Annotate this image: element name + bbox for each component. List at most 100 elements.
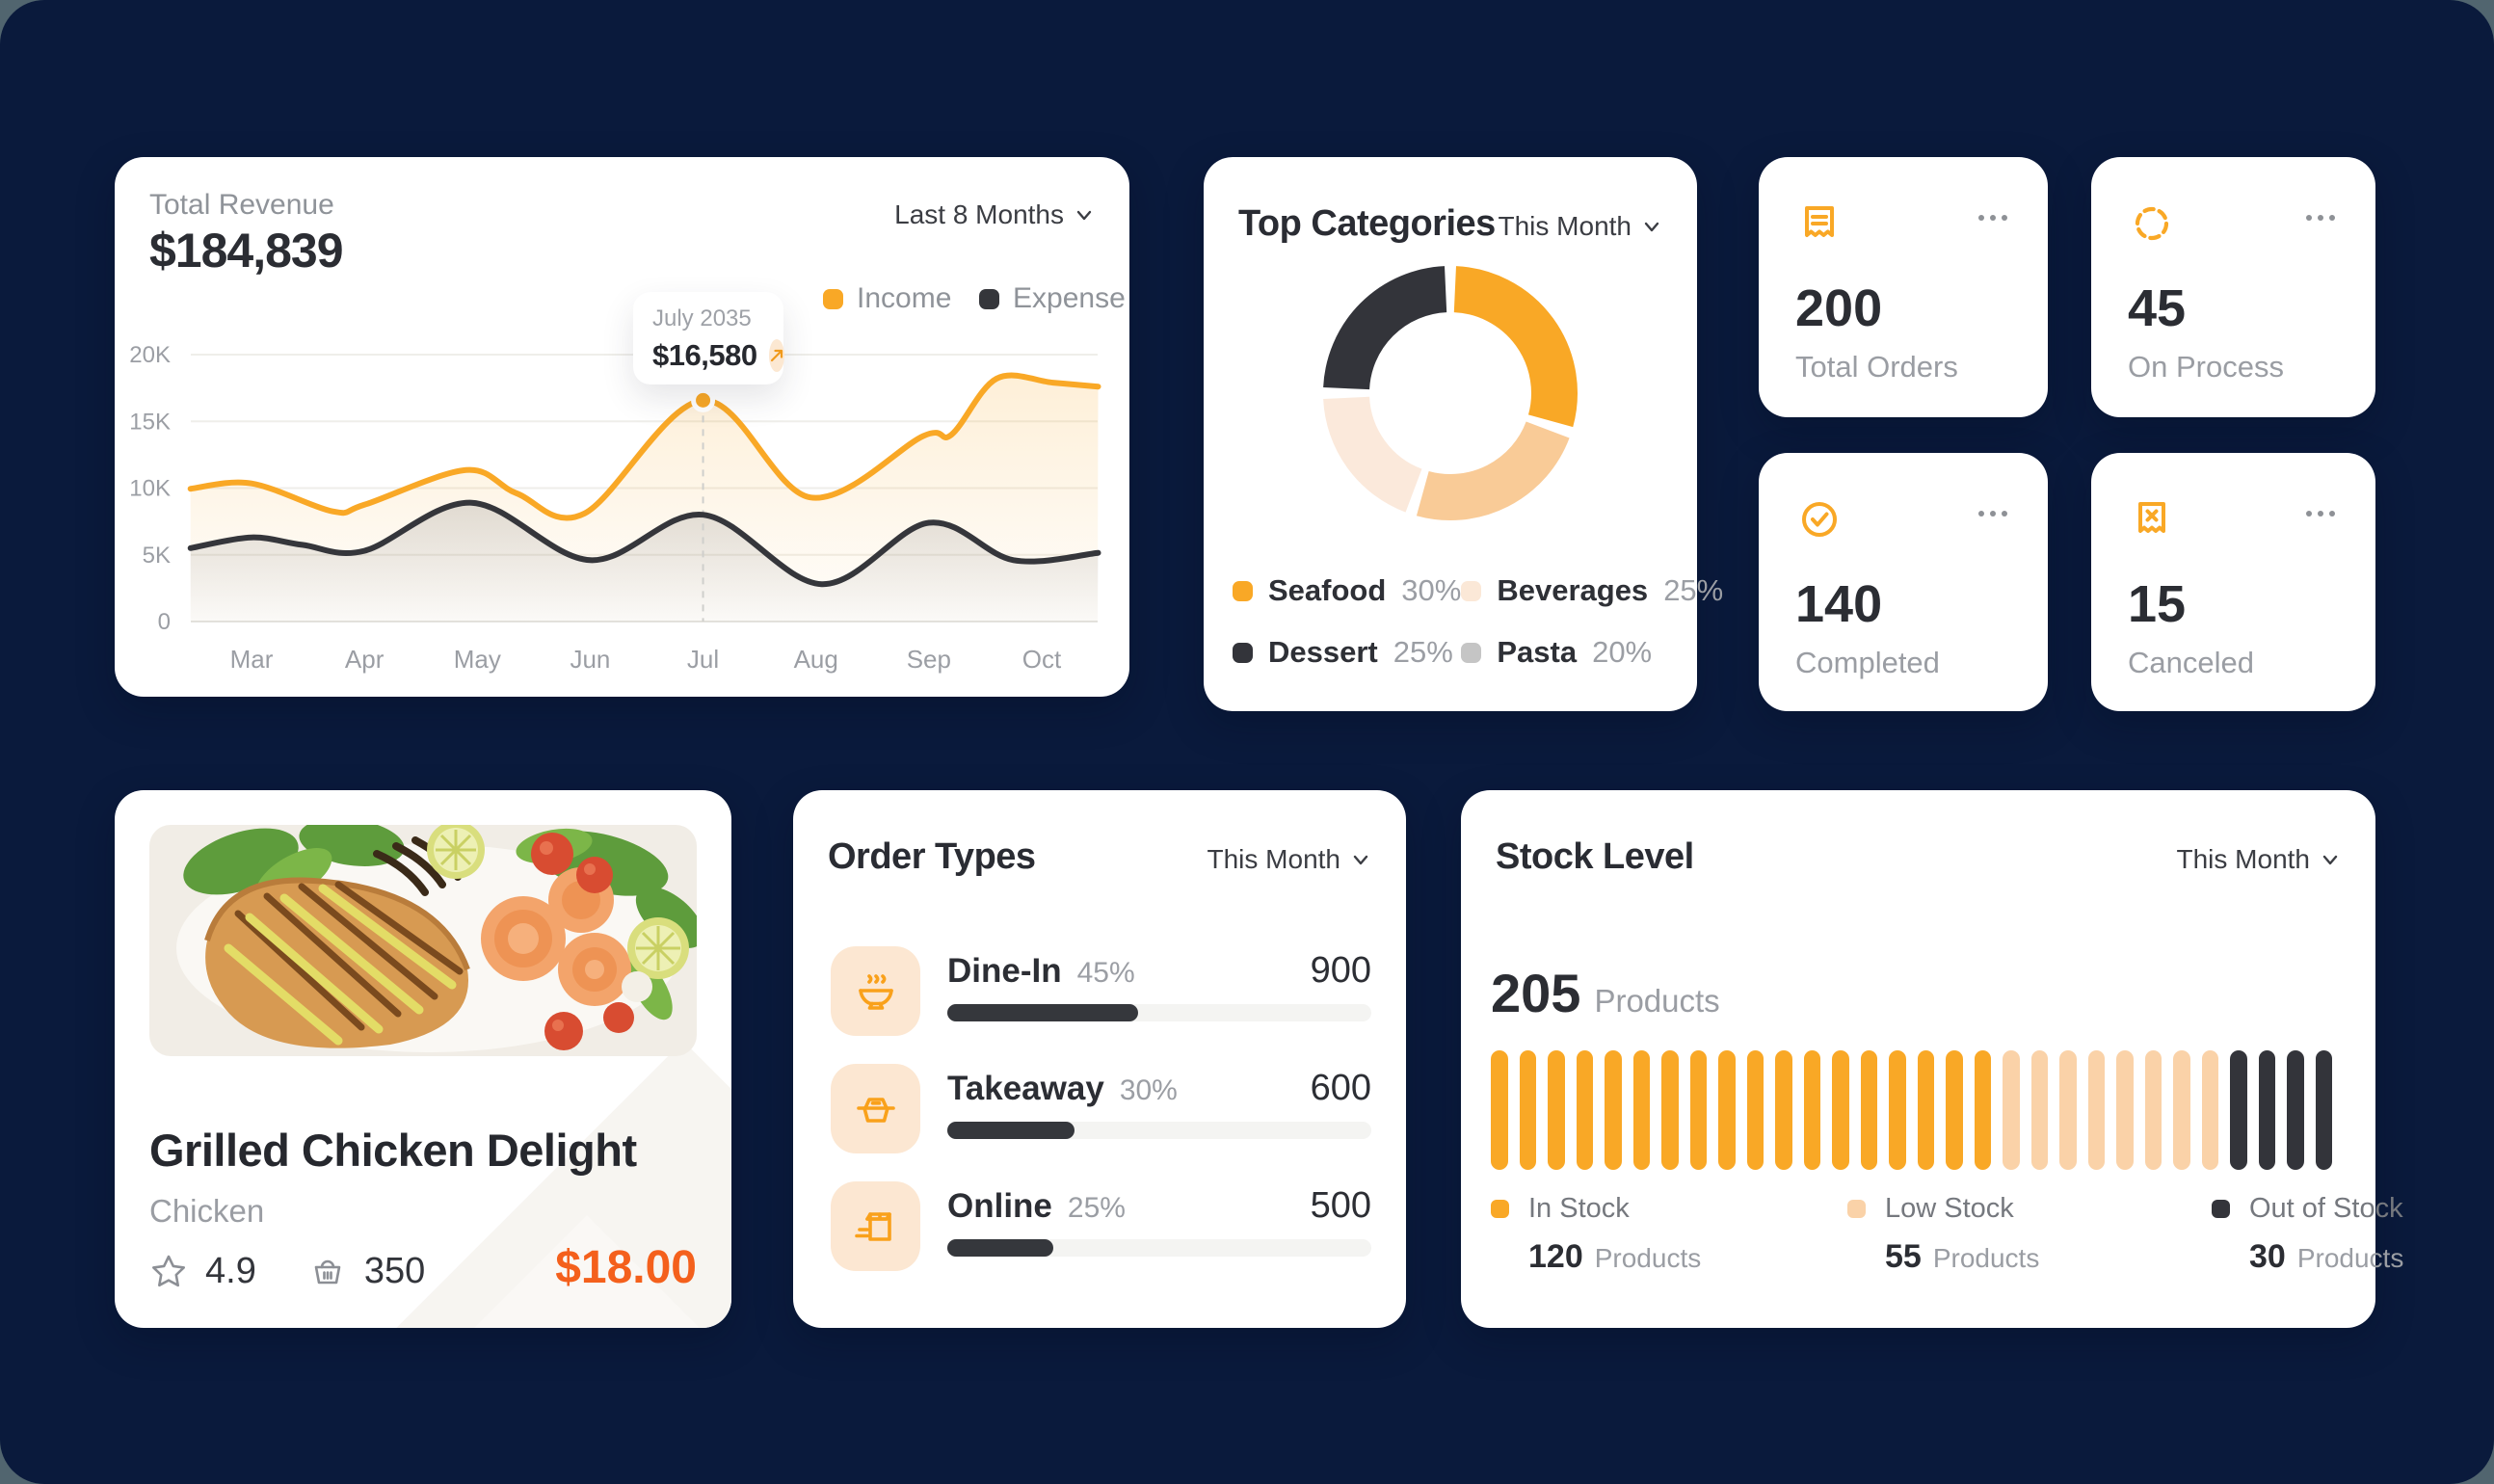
delivery-box-icon	[831, 1181, 920, 1271]
completed-card: 140 Completed	[1759, 453, 2048, 711]
dashed-circle-icon	[2130, 201, 2174, 246]
stock-bar	[2173, 1050, 2190, 1170]
progress-track	[947, 1239, 1371, 1257]
stock-total-unit: Products	[1594, 983, 1720, 1019]
low-stock-swatch	[1847, 1200, 1866, 1218]
progress-fill	[947, 1122, 1075, 1139]
in-stock-swatch	[1491, 1200, 1509, 1218]
legend-out-of-stock: Out of Stock 30 Products	[2212, 1193, 2403, 1276]
stock-range-dropdown[interactable]: This Month	[2177, 844, 2342, 875]
order-type-value: 600	[1310, 1068, 1371, 1108]
stat-label: On Process	[2128, 350, 2284, 384]
chevron-down-icon	[2322, 855, 2338, 865]
categories-title: Top Categories	[1238, 203, 1496, 244]
svg-text:0: 0	[158, 609, 171, 635]
svg-text:Mar: Mar	[230, 645, 274, 674]
stat-value: 15	[2128, 575, 2187, 633]
progress-track	[947, 1122, 1371, 1139]
top-categories-card: Top Categories This Month Seafood 30% Be…	[1204, 157, 1723, 711]
legend-in-stock: In Stock 120 Products	[1491, 1193, 1701, 1276]
svg-text:May: May	[454, 645, 501, 674]
stat-label: Completed	[1795, 646, 1940, 679]
stock-bar	[1946, 1050, 1963, 1170]
card-menu-button[interactable]	[1978, 215, 2007, 221]
receipt-icon	[1797, 201, 1842, 246]
legend-low-stock: Low Stock 55 Products	[1847, 1193, 2039, 1276]
stock-level-card: Stock Level This Month 205 Products In S…	[1461, 790, 2403, 1328]
receipt-x-icon	[2130, 497, 2174, 542]
product-card: Grilled Chicken Delight Chicken 4.9 350 …	[115, 790, 731, 1328]
stock-capsule-chart	[1491, 1050, 2332, 1170]
stat-label: Total Orders	[1795, 350, 1958, 384]
product-price: $18.00	[555, 1242, 697, 1293]
check-circle-icon	[1797, 497, 1842, 542]
trend-up-icon	[768, 339, 784, 372]
tooltip-date: July 2035	[652, 305, 752, 331]
progress-fill	[947, 1004, 1138, 1021]
stock-bar	[2116, 1050, 2134, 1170]
on-process-card: 45 On Process	[2091, 157, 2375, 417]
svg-text:5K: 5K	[143, 543, 171, 569]
stock-bar	[1576, 1050, 1593, 1170]
order-type-pct: 45%	[1076, 957, 1135, 989]
order-type-value: 900	[1310, 950, 1371, 991]
total-orders-card: 200 Total Orders	[1759, 157, 2048, 417]
stock-bar	[2258, 1050, 2275, 1170]
stock-bar	[2059, 1050, 2077, 1170]
stat-label: Canceled	[2128, 646, 2254, 679]
card-menu-button[interactable]	[2306, 215, 2335, 221]
stat-value: 140	[1795, 575, 1883, 633]
order-types-range-dropdown[interactable]: This Month	[1207, 844, 1372, 875]
svg-text:Jun: Jun	[570, 645, 610, 674]
product-photo	[149, 825, 697, 1056]
stock-bar	[1491, 1050, 1508, 1170]
progress-fill	[947, 1239, 1053, 1257]
legend-item-seafood: Seafood 30%	[1233, 573, 1461, 608]
svg-text:Sep: Sep	[907, 645, 951, 674]
svg-text:15K: 15K	[129, 409, 171, 435]
seafood-swatch	[1233, 580, 1253, 601]
stock-bar	[1632, 1050, 1650, 1170]
stock-bar	[1775, 1050, 1792, 1170]
categories-donut-chart	[1323, 266, 1578, 520]
total-revenue-card: Total Revenue $184,839 Last 8 Months Inc…	[115, 157, 1129, 697]
chevron-down-icon	[1353, 855, 1368, 865]
stock-bar	[1803, 1050, 1820, 1170]
svg-text:Oct: Oct	[1022, 645, 1062, 674]
star-icon	[149, 1253, 188, 1291]
stock-title: Stock Level	[1496, 836, 1694, 877]
dessert-swatch	[1233, 642, 1253, 663]
stock-bar	[2003, 1050, 2020, 1170]
beverages-swatch	[1461, 580, 1482, 601]
product-category: Chicken	[149, 1193, 265, 1229]
stock-bar	[1832, 1050, 1849, 1170]
stock-bar	[1718, 1050, 1736, 1170]
categories-legend: Seafood 30% Beverages 25% Dessert 25% Pa…	[1233, 573, 1723, 670]
stock-bar	[1605, 1050, 1622, 1170]
svg-text:10K: 10K	[129, 476, 171, 502]
order-type-value: 500	[1310, 1185, 1371, 1226]
stat-value: 45	[2128, 279, 2187, 337]
stock-bar	[1889, 1050, 1906, 1170]
chevron-down-icon	[1644, 222, 1659, 232]
svg-text:20K: 20K	[129, 342, 171, 368]
product-title: Grilled Chicken Delight	[149, 1125, 637, 1176]
stock-bar	[2287, 1050, 2304, 1170]
order-type-label: Online	[947, 1187, 1052, 1225]
chevron-down-icon	[1076, 210, 1092, 221]
legend-expense: Expense	[979, 282, 1126, 315]
product-rating: 4.9	[205, 1251, 256, 1291]
svg-text:Aug: Aug	[794, 645, 838, 674]
stock-bar	[1519, 1050, 1536, 1170]
revenue-line-chart: 0 5K 10K 15K 20K Mar Apr May Jun Jul Aug Sep Oct	[129, 342, 1101, 674]
legend-income: Income	[823, 282, 951, 315]
revenue-range-dropdown[interactable]: Last 8 Months	[894, 199, 1095, 230]
svg-text:Jul: Jul	[687, 645, 719, 674]
card-menu-button[interactable]	[2306, 511, 2335, 517]
stock-bar	[2030, 1050, 2048, 1170]
categories-range-dropdown[interactable]: This Month	[1499, 211, 1663, 242]
income-swatch	[823, 288, 843, 309]
card-menu-button[interactable]	[1978, 511, 2007, 517]
svg-text:Apr: Apr	[345, 645, 385, 674]
order-row-online: Online 25% 500	[831, 1181, 1371, 1272]
